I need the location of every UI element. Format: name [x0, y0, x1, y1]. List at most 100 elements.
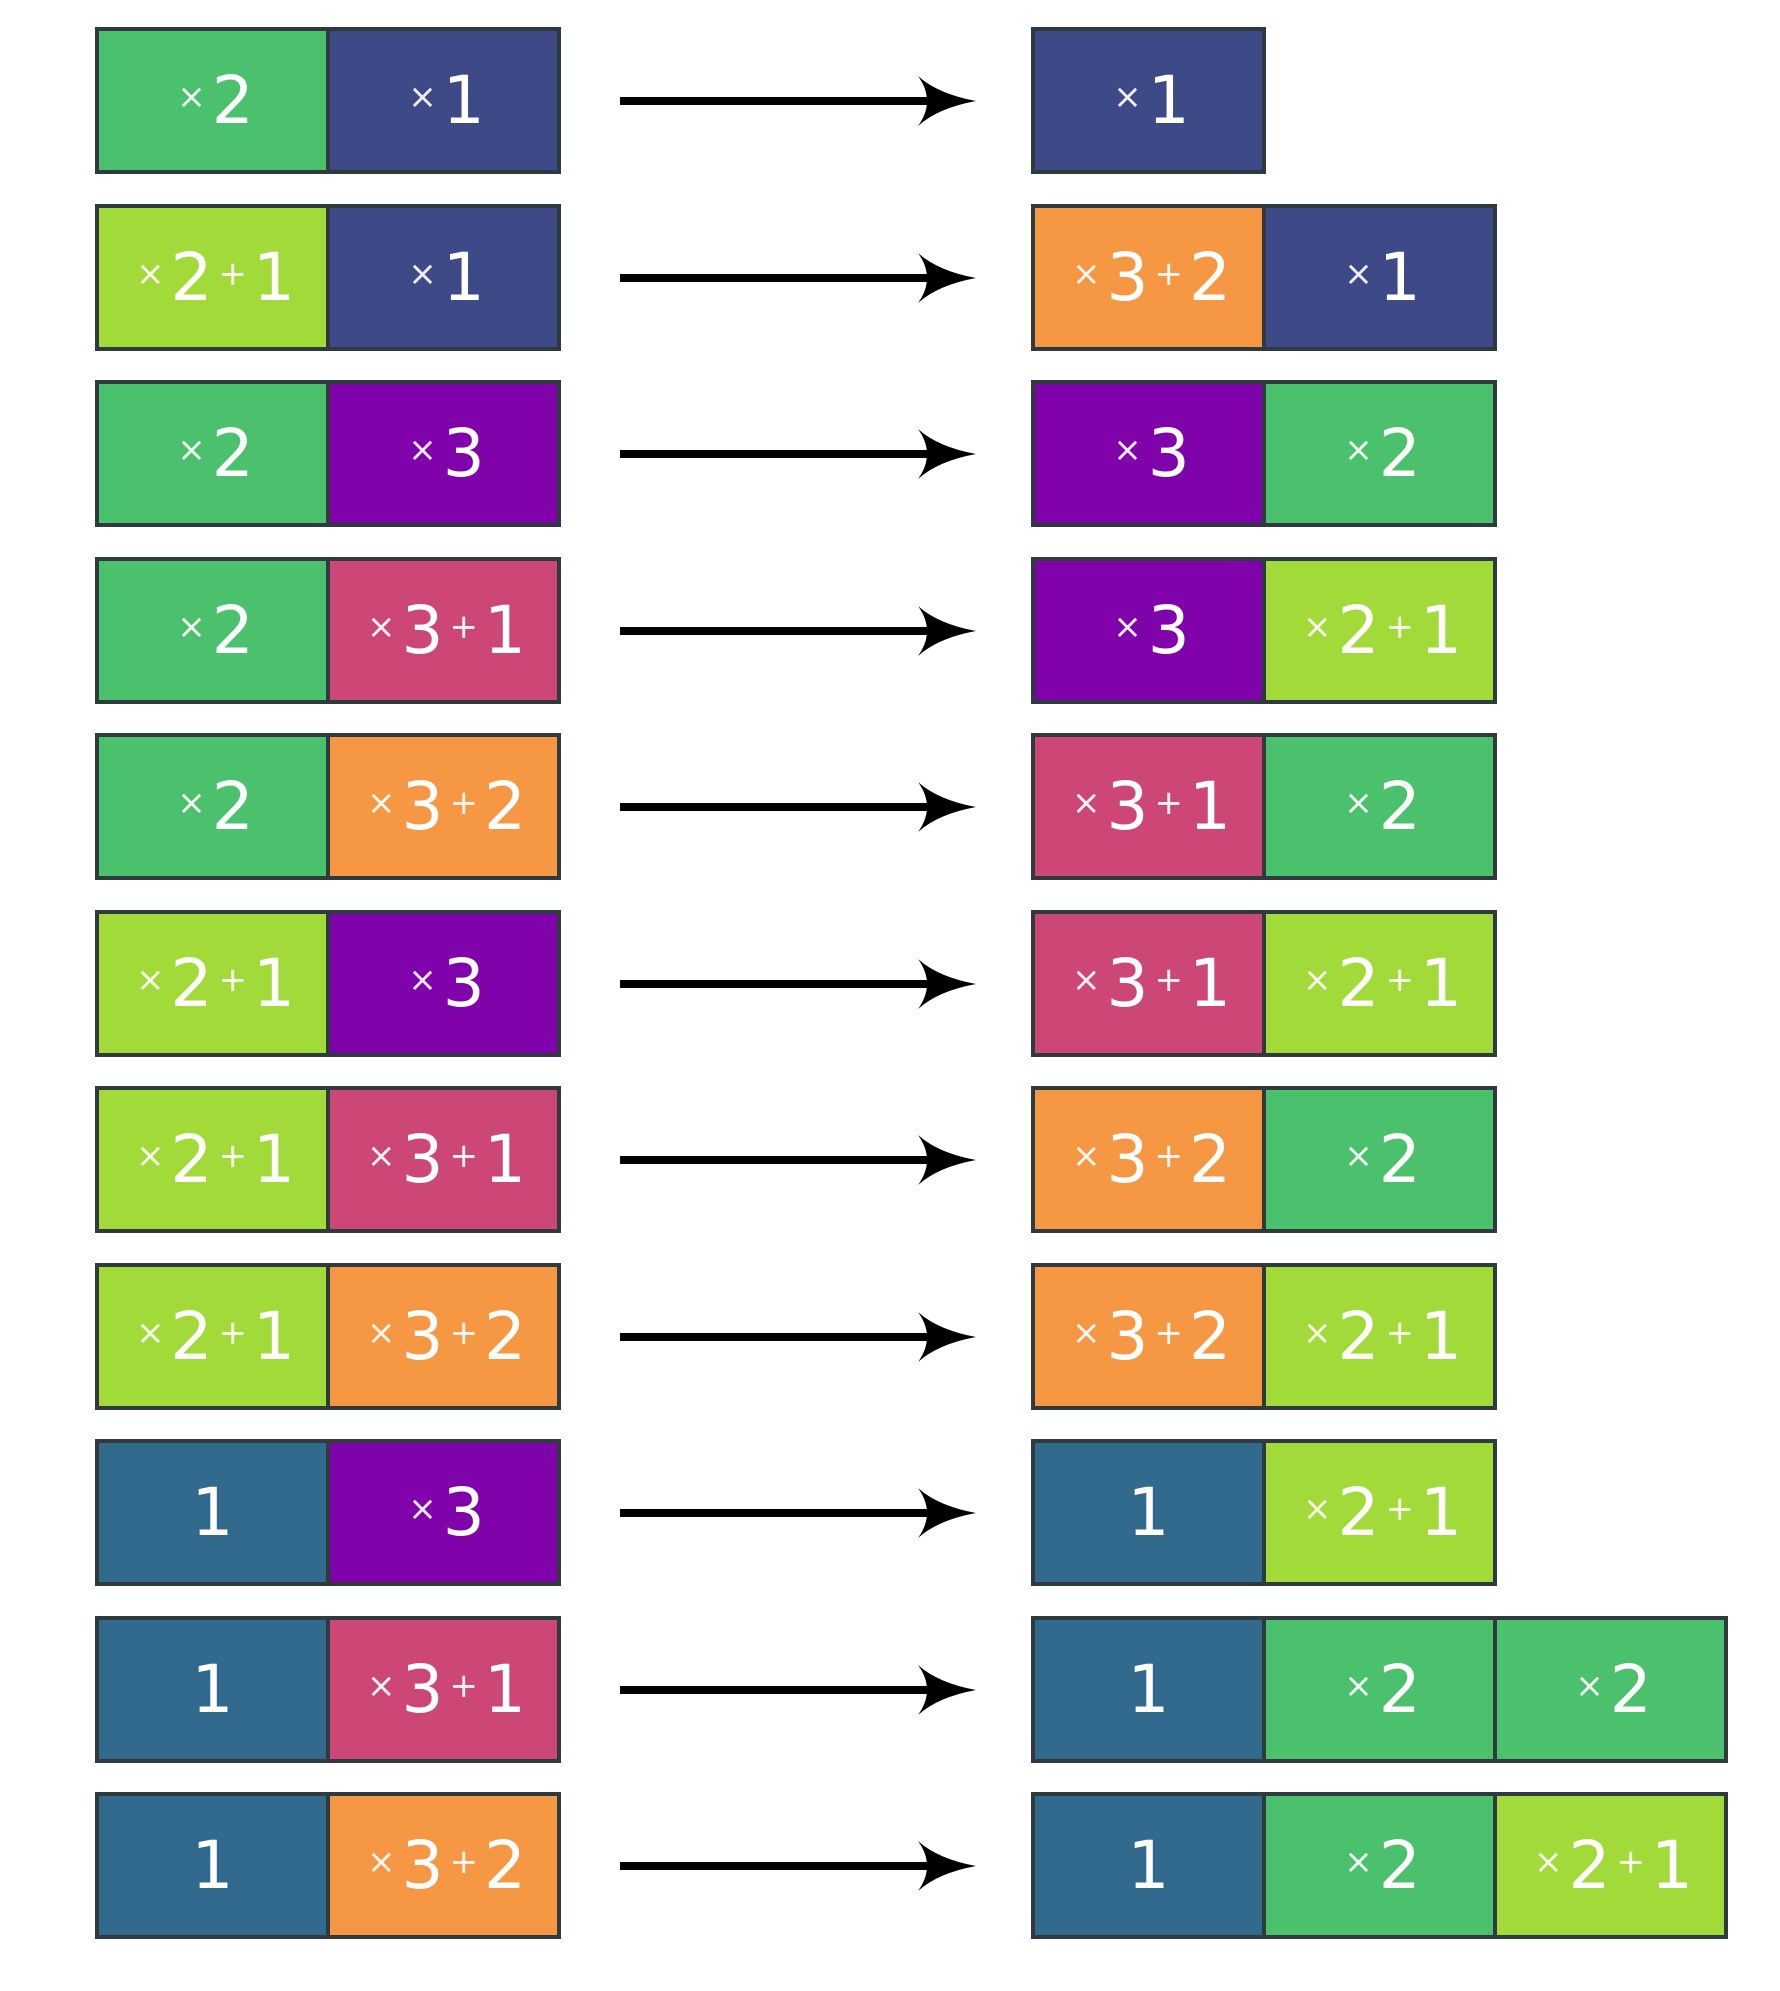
- cell-x2p1: × 2 +1: [1262, 1439, 1497, 1586]
- times-symbol: ×: [136, 253, 165, 294]
- times-symbol: ×: [136, 1135, 165, 1176]
- arrow-head: [918, 959, 976, 1009]
- input-cells: × 2 +1 × 3 +2: [95, 1263, 561, 1410]
- number-label: 1: [253, 1298, 295, 1375]
- right-arrow-icon: [620, 1665, 976, 1715]
- number-label: 2: [1337, 592, 1380, 669]
- times-symbol: ×: [1072, 1135, 1101, 1176]
- number-label: 2: [211, 768, 254, 845]
- number-label: 2: [211, 592, 254, 669]
- input-cells: × 2 × 3 +2: [95, 733, 561, 880]
- cell-x2p1: × 2 +1: [95, 1263, 330, 1410]
- plus-symbol: +: [1154, 959, 1184, 1000]
- cell-one: 1: [1031, 1439, 1266, 1586]
- plus-symbol: +: [218, 1312, 248, 1353]
- times-symbol: ×: [177, 429, 206, 470]
- number-label: 3: [1106, 768, 1149, 845]
- output-cells: × 3 +2 × 2: [1031, 1086, 1497, 1233]
- cell-one: 1: [95, 1616, 330, 1763]
- times-symbol: ×: [367, 1665, 396, 1706]
- mapping-row: × 2 +1 × 3 +2 × 3 +2 × 2 +1: [0, 1263, 1780, 1410]
- plus-symbol: +: [1385, 1312, 1415, 1353]
- times-symbol: ×: [1344, 1665, 1373, 1706]
- cell-x1: × 1: [326, 27, 561, 174]
- arrow-head: [918, 606, 976, 656]
- mapping-row: × 2 × 3 × 3 × 2: [0, 380, 1780, 527]
- cell-x2: × 2: [1493, 1616, 1728, 1763]
- number-label: 1: [191, 1474, 234, 1551]
- arrow-head: [918, 253, 976, 303]
- right-arrow-icon: [620, 782, 976, 832]
- mapping-row: 1 × 3 +1 1 × 2 × 2: [0, 1616, 1780, 1763]
- cell-x2p1: × 2 +1: [95, 204, 330, 351]
- times-symbol: ×: [408, 1488, 437, 1529]
- times-symbol: ×: [1113, 606, 1142, 647]
- cell-x3p1: × 3 +1: [1031, 733, 1266, 880]
- input-cells: × 2 × 3: [95, 380, 561, 527]
- output-cells: 1 × 2 +1: [1031, 1439, 1497, 1586]
- number-label: 1: [191, 1827, 234, 1904]
- output-cells: × 3 +1 × 2: [1031, 733, 1497, 880]
- number-label: 2: [1337, 1298, 1380, 1375]
- number-label: 2: [170, 1121, 213, 1198]
- plus-symbol: +: [1385, 606, 1415, 647]
- number-label: 2: [1189, 1298, 1231, 1375]
- arrow-head: [918, 1665, 976, 1715]
- number-label: 3: [1147, 415, 1190, 492]
- cell-x2: × 2: [95, 733, 330, 880]
- times-symbol: ×: [1113, 429, 1142, 470]
- number-label: 2: [1378, 1827, 1421, 1904]
- times-symbol: ×: [1072, 1312, 1101, 1353]
- plus-symbol: +: [1154, 1135, 1184, 1176]
- number-label: 3: [401, 1298, 444, 1375]
- plus-symbol: +: [218, 253, 248, 294]
- times-symbol: ×: [1303, 606, 1332, 647]
- times-symbol: ×: [177, 782, 206, 823]
- output-cells: × 3 +2 × 1: [1031, 204, 1497, 351]
- cell-x3p2: × 3 +2: [326, 1792, 561, 1939]
- cell-one: 1: [1031, 1792, 1266, 1939]
- mapping-row: × 2 +1 × 3 × 3 +1 × 2 +1: [0, 910, 1780, 1057]
- cell-x1: × 1: [326, 204, 561, 351]
- input-cells: 1 × 3 +2: [95, 1792, 561, 1939]
- number-label: 2: [211, 415, 254, 492]
- times-symbol: ×: [367, 782, 396, 823]
- times-symbol: ×: [177, 76, 206, 117]
- times-symbol: ×: [1303, 1488, 1332, 1529]
- number-label: 1: [1127, 1651, 1170, 1728]
- right-arrow-icon: [620, 1841, 976, 1891]
- number-label: 3: [442, 1474, 485, 1551]
- plus-symbol: +: [449, 782, 479, 823]
- right-arrow-icon: [620, 1312, 976, 1362]
- number-label: 3: [401, 1651, 444, 1728]
- arrow-head: [918, 1312, 976, 1362]
- right-arrow-icon: [620, 606, 976, 656]
- number-label: 1: [1651, 1827, 1693, 1904]
- cell-one: 1: [95, 1439, 330, 1586]
- times-symbol: ×: [1344, 1135, 1373, 1176]
- arrow-head: [918, 782, 976, 832]
- number-label: 2: [1189, 1121, 1231, 1198]
- number-label: 1: [1147, 62, 1190, 139]
- times-symbol: ×: [1575, 1665, 1604, 1706]
- cell-x2: × 2: [1262, 1792, 1497, 1939]
- number-label: 3: [1106, 945, 1149, 1022]
- cell-x2: × 2: [1262, 1086, 1497, 1233]
- output-cells: × 3 × 2 +1: [1031, 557, 1497, 704]
- plus-symbol: +: [449, 1135, 479, 1176]
- number-label: 1: [191, 1651, 234, 1728]
- number-label: 1: [1420, 592, 1462, 669]
- right-arrow-icon: [620, 253, 976, 303]
- times-symbol: ×: [177, 606, 206, 647]
- number-label: 1: [442, 239, 485, 316]
- number-label: 1: [1189, 768, 1231, 845]
- number-label: 1: [1127, 1474, 1170, 1551]
- number-label: 2: [1337, 1474, 1380, 1551]
- times-symbol: ×: [1113, 76, 1142, 117]
- number-label: 1: [484, 592, 526, 669]
- number-label: 2: [211, 62, 254, 139]
- cell-x3: × 3: [326, 910, 561, 1057]
- input-cells: × 2 +1 × 3: [95, 910, 561, 1057]
- output-cells: × 3 × 2: [1031, 380, 1497, 527]
- number-label: 1: [1420, 1474, 1462, 1551]
